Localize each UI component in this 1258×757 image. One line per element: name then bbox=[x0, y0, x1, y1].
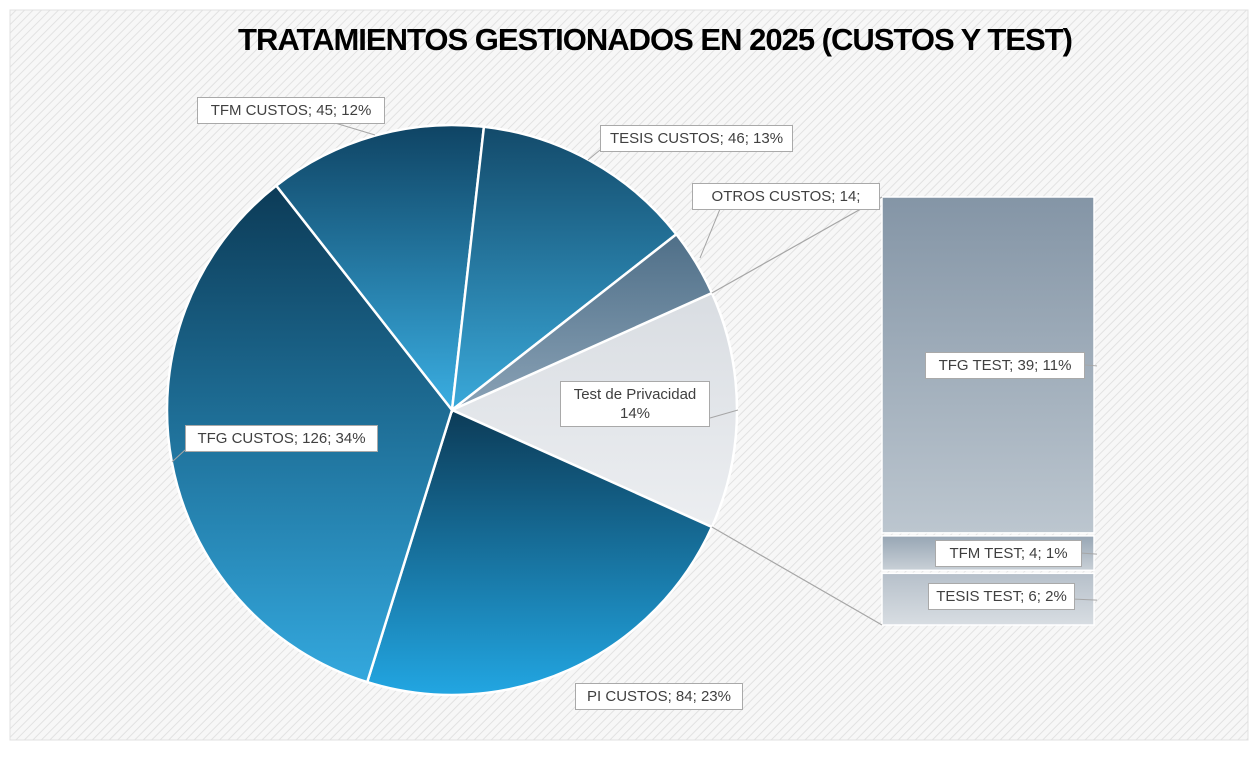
leader-line bbox=[709, 409, 739, 419]
data-label: TFG CUSTOS; 126; 34% bbox=[185, 425, 378, 452]
data-label: TFG TEST; 39; 11% bbox=[925, 351, 1085, 379]
leader-line bbox=[171, 449, 186, 463]
data-label: TFM CUSTOS; 45; 12% bbox=[197, 97, 385, 124]
leader-line bbox=[334, 122, 376, 136]
pie-slice bbox=[274, 123, 486, 414]
leader-line bbox=[699, 208, 721, 259]
leader-line bbox=[587, 149, 601, 161]
chart-title: TRATAMIENTOS GESTIONADOS EN 2025 (CUSTOS… bbox=[238, 22, 1073, 57]
data-label: TESIS TEST; 6; 2% bbox=[928, 583, 1075, 611]
data-label: Test de Privacidad 14% bbox=[560, 381, 710, 427]
data-label: TFM TEST; 4; 1% bbox=[935, 540, 1082, 568]
data-label: TESIS CUSTOS; 46; 13% bbox=[600, 125, 793, 152]
data-label: PI CUSTOS; 84; 23% bbox=[575, 683, 743, 710]
connector-line bbox=[711, 196, 883, 294]
leader-line bbox=[1084, 364, 1098, 367]
leader-line bbox=[1081, 552, 1098, 555]
leader-line bbox=[1074, 598, 1098, 601]
pie-slice bbox=[450, 125, 679, 413]
pie-slice bbox=[365, 408, 714, 697]
data-label: OTROS CUSTOS; 14; bbox=[692, 183, 880, 210]
connector-line bbox=[711, 526, 883, 626]
